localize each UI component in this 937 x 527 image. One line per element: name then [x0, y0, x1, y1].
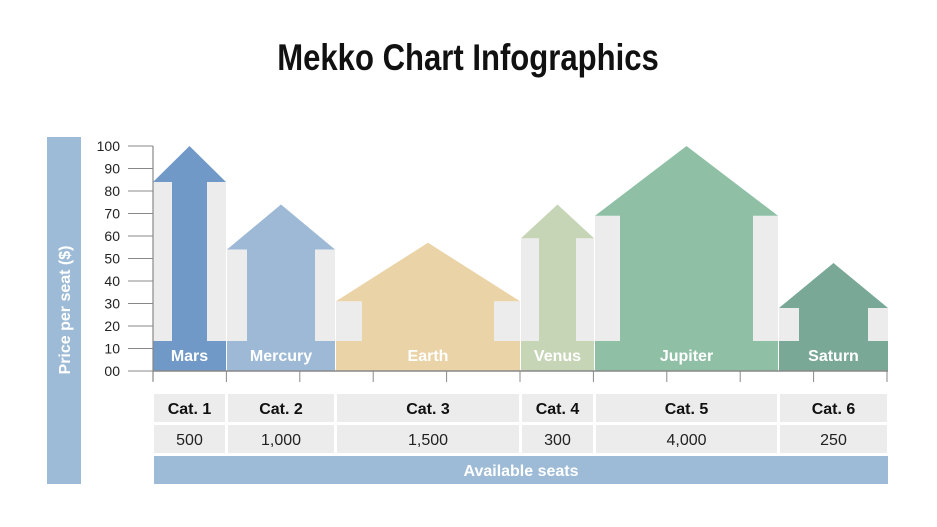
label-band [153, 341, 226, 371]
y-tick-label: 00 [104, 363, 120, 379]
seats-value: 500 [176, 432, 203, 449]
side-panel-right [753, 215, 778, 341]
label-band [521, 341, 594, 371]
category-cell [337, 394, 519, 422]
y-tick-label: 10 [104, 341, 120, 357]
y-tick-label: 90 [104, 161, 120, 177]
segment-label: Earth [408, 348, 449, 365]
segment-label: Mars [171, 348, 208, 365]
seats-value: 1,500 [408, 432, 448, 449]
arrow-mercury [227, 204, 335, 341]
y-tick-label: 20 [104, 318, 120, 334]
category-label: Cat. 1 [168, 401, 212, 418]
side-panel-right [207, 182, 226, 341]
seats-value: 250 [820, 432, 847, 449]
side-panel-left [227, 249, 247, 341]
seats-cell [596, 425, 777, 453]
label-band [595, 341, 778, 371]
y-tick-label: 60 [104, 228, 120, 244]
side-panel-left [595, 215, 620, 341]
seats-cell [522, 425, 593, 453]
seats-cell [780, 425, 887, 453]
category-cell [522, 394, 593, 422]
label-band [227, 341, 335, 371]
arrow-mars [153, 146, 226, 341]
category-cell [780, 394, 887, 422]
seats-value: 300 [544, 432, 571, 449]
side-panel-left [336, 301, 362, 341]
segment-label: Jupiter [660, 348, 713, 365]
category-label: Cat. 3 [406, 401, 450, 418]
y-tick-label: 80 [104, 183, 120, 199]
arrow-saturn [779, 263, 888, 341]
category-label: Cat. 6 [812, 401, 856, 418]
y-tick-label: 70 [104, 206, 120, 222]
category-label: Cat. 2 [259, 401, 303, 418]
seats-cell [154, 425, 225, 453]
seats-value: 4,000 [666, 432, 706, 449]
y-tick-label: 50 [104, 251, 120, 267]
chart-title: Mekko Chart Infographics [277, 38, 659, 79]
side-panel-left [779, 308, 799, 341]
category-cell [154, 394, 225, 422]
side-panel-left [521, 238, 539, 341]
x-axis-label: Available seats [463, 463, 578, 480]
y-axis-label-bar [47, 137, 81, 484]
segment-label: Mercury [250, 348, 312, 365]
segment-label: Saturn [808, 348, 859, 365]
x-axis-label-bar [154, 456, 888, 484]
category-cell [228, 394, 334, 422]
seats-value: 1,000 [261, 432, 301, 449]
y-tick-label: 30 [104, 296, 120, 312]
arrow-jupiter [595, 146, 778, 341]
y-axis-label: Price per seat ($) [57, 246, 74, 375]
category-cell [596, 394, 777, 422]
seats-cell [228, 425, 334, 453]
arrow-venus [521, 204, 594, 341]
label-band [336, 341, 520, 371]
seats-cell [337, 425, 519, 453]
segment-label: Venus [534, 348, 581, 365]
y-tick-label: 40 [104, 273, 120, 289]
side-panel-right [868, 308, 888, 341]
label-band [779, 341, 888, 371]
category-label: Cat. 4 [536, 401, 580, 418]
category-label: Cat. 5 [665, 401, 709, 418]
arrow-earth [336, 242, 520, 341]
y-tick-label: 100 [97, 138, 121, 154]
side-panel-right [315, 249, 335, 341]
side-panel-right [576, 238, 594, 341]
side-panel-left [153, 182, 172, 341]
side-panel-right [494, 301, 520, 341]
